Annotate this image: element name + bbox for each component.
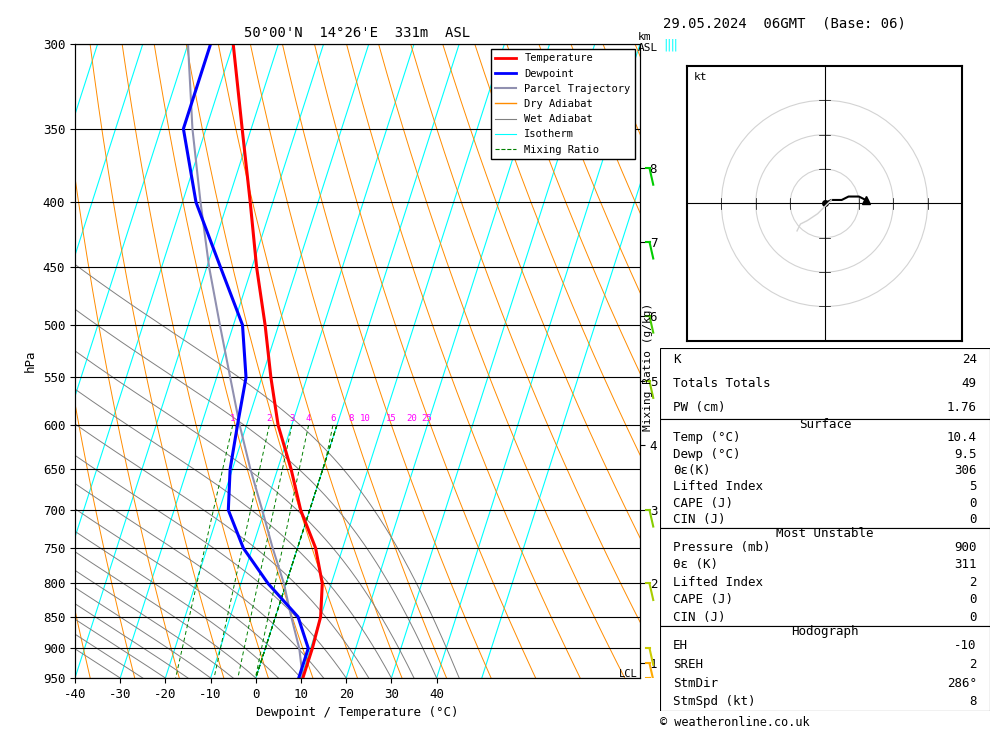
Text: Hodograph: Hodograph	[791, 625, 859, 638]
Text: SREH: SREH	[673, 658, 703, 671]
Text: ‖‖: ‖‖	[663, 38, 678, 51]
Text: 2: 2	[267, 413, 272, 422]
Text: 1: 1	[230, 413, 235, 422]
Text: EH: EH	[673, 639, 688, 652]
Text: 2: 2	[969, 575, 977, 589]
Y-axis label: hPa: hPa	[24, 350, 37, 372]
Text: StmDir: StmDir	[673, 677, 718, 690]
Text: 8: 8	[348, 413, 353, 422]
Text: 4: 4	[306, 413, 311, 422]
Text: 2: 2	[969, 658, 977, 671]
Text: 306: 306	[954, 464, 977, 477]
Text: Lifted Index: Lifted Index	[673, 480, 763, 493]
Text: kt: kt	[694, 72, 707, 81]
Text: 29.05.2024  06GMT  (Base: 06): 29.05.2024 06GMT (Base: 06)	[663, 16, 906, 30]
Text: 0: 0	[969, 513, 977, 526]
Text: LCL: LCL	[619, 669, 638, 679]
Legend: Temperature, Dewpoint, Parcel Trajectory, Dry Adiabat, Wet Adiabat, Isotherm, Mi: Temperature, Dewpoint, Parcel Trajectory…	[491, 49, 635, 159]
Text: Lifted Index: Lifted Index	[673, 575, 763, 589]
Text: 8: 8	[969, 695, 977, 708]
Text: 0: 0	[969, 593, 977, 606]
Text: Totals Totals: Totals Totals	[673, 377, 771, 390]
Text: 0: 0	[969, 611, 977, 624]
Text: 6: 6	[330, 413, 336, 422]
Text: θε(K): θε(K)	[673, 464, 711, 477]
Text: 1.76: 1.76	[947, 401, 977, 413]
Text: CAPE (J): CAPE (J)	[673, 593, 733, 606]
Text: 0: 0	[969, 497, 977, 509]
Text: CAPE (J): CAPE (J)	[673, 497, 733, 509]
Text: 10: 10	[360, 413, 370, 422]
Text: θε (K): θε (K)	[673, 559, 718, 571]
Text: PW (cm): PW (cm)	[673, 401, 726, 413]
Text: StmSpd (kt): StmSpd (kt)	[673, 695, 756, 708]
Text: Surface: Surface	[799, 418, 851, 431]
Text: 9.5: 9.5	[954, 448, 977, 461]
Text: Dewp (°C): Dewp (°C)	[673, 448, 741, 461]
Text: 24: 24	[962, 353, 977, 366]
Text: CIN (J): CIN (J)	[673, 611, 726, 624]
Text: 286°: 286°	[947, 677, 977, 690]
FancyBboxPatch shape	[660, 419, 990, 528]
Text: 900: 900	[954, 541, 977, 554]
Text: 311: 311	[954, 559, 977, 571]
Text: Temp (°C): Temp (°C)	[673, 432, 741, 444]
Text: 20: 20	[406, 413, 417, 422]
Text: K: K	[673, 353, 681, 366]
Text: -10: -10	[954, 639, 977, 652]
FancyBboxPatch shape	[660, 528, 990, 626]
Text: Most Unstable: Most Unstable	[776, 527, 874, 539]
Text: Pressure (mb): Pressure (mb)	[673, 541, 771, 554]
Text: © weatheronline.co.uk: © weatheronline.co.uk	[660, 716, 810, 729]
Text: CIN (J): CIN (J)	[673, 513, 726, 526]
Text: 25: 25	[421, 413, 432, 422]
X-axis label: Dewpoint / Temperature (°C): Dewpoint / Temperature (°C)	[256, 707, 459, 719]
FancyBboxPatch shape	[660, 348, 990, 419]
Text: 15: 15	[386, 413, 397, 422]
Text: km: km	[638, 32, 652, 43]
Text: 3: 3	[289, 413, 295, 422]
Text: Mixing Ratio (g/kg): Mixing Ratio (g/kg)	[643, 303, 653, 430]
Title: 50°00'N  14°26'E  331m  ASL: 50°00'N 14°26'E 331m ASL	[244, 26, 471, 40]
FancyBboxPatch shape	[660, 626, 990, 711]
Text: ASL: ASL	[638, 43, 658, 54]
Text: 5: 5	[969, 480, 977, 493]
Text: 10.4: 10.4	[947, 432, 977, 444]
Text: 49: 49	[962, 377, 977, 390]
